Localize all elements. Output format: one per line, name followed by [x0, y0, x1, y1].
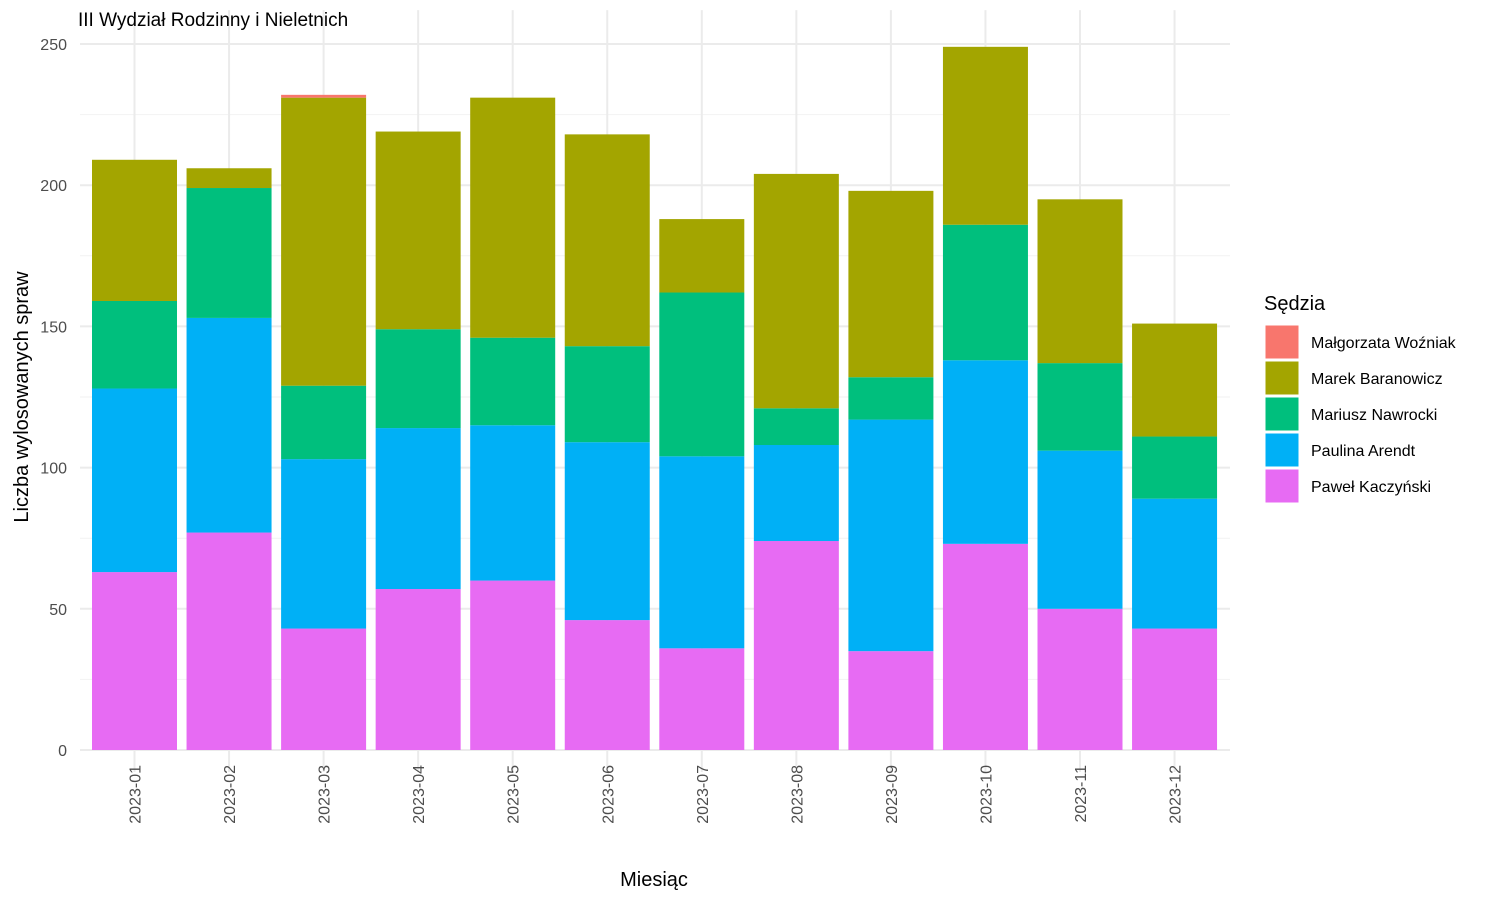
- bar-segment: [470, 97, 556, 338]
- x-axis-label: Miesiąc: [620, 869, 688, 891]
- bar-segment: [753, 408, 839, 446]
- legend: Sędzia Małgorzata Woźniak Marek Baranowic…: [1264, 293, 1457, 504]
- bar-segment: [375, 329, 461, 429]
- bar-segment: [470, 425, 556, 581]
- chart-title: III Wydział Rodzinny i Nieletnich: [78, 10, 348, 31]
- bar-segment: [186, 168, 272, 189]
- x-tick-label: 2023-12: [1168, 765, 1185, 824]
- bar-segment: [1037, 363, 1123, 451]
- bar-segment: [1037, 199, 1123, 364]
- x-tick-label: 2023-01: [128, 765, 145, 824]
- bar-segment: [92, 388, 177, 573]
- y-tick-label: 0: [58, 743, 67, 760]
- legend-key: [1264, 324, 1300, 360]
- legend-label: Mariusz Nawrocki: [1311, 407, 1437, 424]
- bar-segment: [470, 337, 556, 426]
- legend-label: Małgorzata Woźniak: [1311, 335, 1457, 352]
- legend-label: Marek Baranowicz: [1311, 371, 1443, 388]
- bar-segment: [92, 159, 177, 301]
- bar-segment: [281, 459, 367, 629]
- y-tick-label: 100: [40, 461, 67, 478]
- x-tick-label: 2023-03: [317, 765, 334, 824]
- y-axis-label: Liczba wylosowanych spraw: [11, 271, 33, 523]
- bar-segment: [186, 188, 272, 318]
- legend-key: [1264, 396, 1300, 432]
- bar-segment: [659, 648, 745, 750]
- bar-segment: [281, 97, 367, 386]
- bar-segment: [281, 628, 367, 750]
- bar-segment: [470, 580, 556, 750]
- bar-segment: [564, 346, 650, 443]
- bar-segment: [281, 385, 367, 460]
- x-tick-label: 2023-10: [978, 765, 995, 824]
- bars: [92, 46, 1218, 750]
- y-tick-label: 250: [40, 37, 67, 54]
- bar-segment: [375, 428, 461, 590]
- legend-label: Paulina Arendt: [1311, 443, 1416, 460]
- x-tick-label: 2023-02: [222, 765, 239, 824]
- legend-title: Sędzia: [1264, 293, 1326, 315]
- bar-segment: [848, 377, 934, 420]
- bar-segment: [92, 300, 177, 389]
- bar-segment: [942, 224, 1028, 361]
- bar-segment: [1132, 436, 1218, 499]
- bar-segment: [1132, 323, 1218, 437]
- bar-segment: [753, 445, 839, 542]
- x-tick-label: 2023-06: [600, 765, 617, 824]
- bar-segment: [753, 173, 839, 409]
- bar-segment: [848, 651, 934, 750]
- legend-key: [1264, 360, 1300, 396]
- bar-segment: [659, 219, 745, 293]
- bar-segment: [848, 190, 934, 378]
- legend-key: [1264, 468, 1300, 504]
- x-tick-label: 2023-04: [411, 765, 428, 824]
- bar-segment: [659, 456, 745, 649]
- y-tick-label: 150: [40, 319, 67, 336]
- bar-segment: [1132, 628, 1218, 750]
- x-tick-label: 2023-11: [1073, 765, 1090, 823]
- bar-segment: [942, 46, 1028, 225]
- bar-segment: [564, 134, 650, 347]
- bar-segment: [375, 589, 461, 750]
- bar-segment: [659, 292, 745, 457]
- bar-segment: [942, 543, 1028, 750]
- x-axis: 2023-01 2023-02 2023-03 2023-04 2023-05 2023-…: [128, 765, 1185, 824]
- bar-segment: [1132, 498, 1218, 629]
- bar-segment: [281, 94, 367, 98]
- x-tick-label: 2023-08: [789, 765, 806, 824]
- legend-key: [1264, 432, 1300, 468]
- legend-label: Paweł Kaczyński: [1311, 479, 1431, 496]
- bar-segment: [186, 532, 272, 750]
- bar-segment: [1037, 608, 1123, 750]
- bar-segment: [942, 360, 1028, 544]
- bar-segment: [753, 541, 839, 750]
- x-tick-label: 2023-09: [884, 765, 901, 824]
- y-tick-label: 50: [49, 602, 67, 619]
- x-tick-label: 2023-05: [506, 765, 523, 824]
- y-tick-label: 200: [40, 178, 67, 195]
- y-axis: 0 50 100 150 200 250: [40, 37, 67, 760]
- bar-segment: [564, 442, 650, 621]
- bar-segment: [848, 419, 934, 652]
- x-tick-label: 2023-07: [695, 765, 712, 824]
- bar-segment: [564, 620, 650, 750]
- bar-segment: [1037, 450, 1123, 609]
- bar-segment: [186, 317, 272, 533]
- bar-segment: [92, 572, 177, 750]
- bar-segment: [375, 131, 461, 330]
